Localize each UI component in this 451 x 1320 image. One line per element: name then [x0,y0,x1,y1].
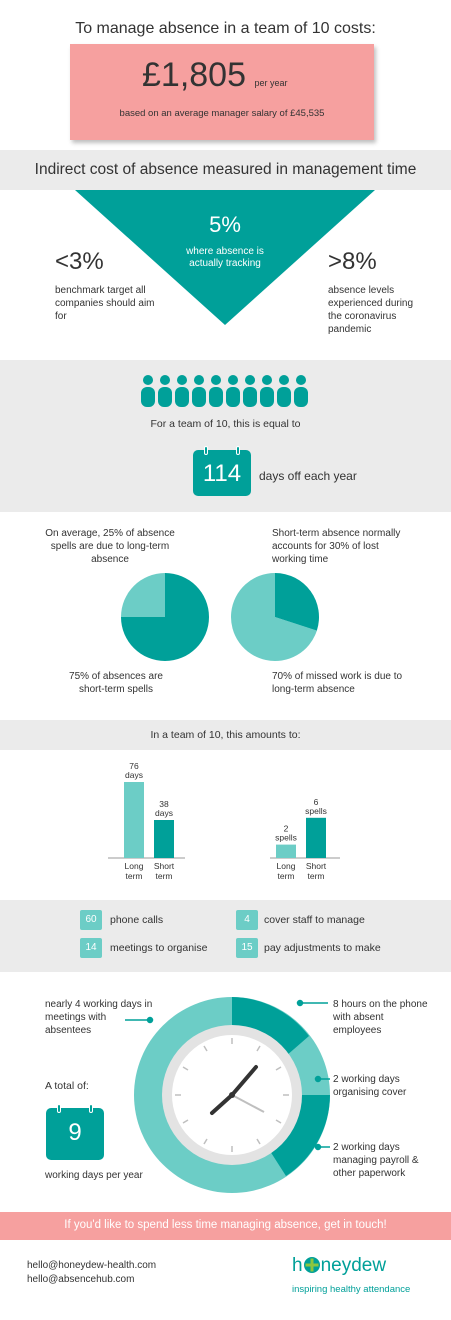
pie-left-top-text: On average, 25% of absence spells are du… [45,528,175,565]
task-text: pay adjustments to make [264,942,381,954]
clock-total-label: A total of: [45,1080,89,1092]
team-days-value: 114 [202,460,242,487]
indirect-title-band: Indirect cost of absence measured in man… [0,150,451,190]
chart-tick-label: term [156,871,173,881]
clock-graphic [125,997,330,1193]
pie-right-dark-slice [275,573,319,631]
task-number: 15 [236,938,258,958]
chart-data-label: spells [275,833,297,843]
task-text: meetings to organise [110,942,208,954]
task-number: 4 [236,910,258,930]
clock-right-note-1: 8 hours on the phone with absent employe… [333,999,428,1036]
person-icon [294,375,308,407]
chart-tick-label: Short [154,861,175,871]
chart-data-label: days [155,808,173,818]
indirect-left-value: <3% [55,248,104,275]
person-icon [141,375,155,407]
pie-left [121,573,209,661]
chart-bar [124,782,144,858]
chart-bar [306,817,326,858]
task-text: cover staff to manage [264,914,365,926]
clock-total-value: 9 [68,1119,82,1146]
chart-tick-label: term [308,871,325,881]
calendar-icon: 114 [193,446,251,496]
clock-right-note-3: 2 working days managing payroll & other … [333,1142,419,1179]
chart-tick-label: Long [125,861,144,871]
person-icon [158,375,172,407]
honeydew-logo: h neydew [292,1255,386,1279]
person-icon [209,375,223,407]
header-title: To manage absence in a team of 10 costs: [75,20,376,37]
indirect-right-value: >8% [328,248,377,275]
footer-email-1[interactable]: hello@honeydew-health.com [27,1260,157,1271]
chart-tick-label: Short [306,861,327,871]
chart-data-label: 6 [314,797,319,807]
clock-total-text: working days per year [45,1170,143,1181]
task-number: 14 [80,938,102,958]
chart-tick-label: Long [277,861,296,871]
chart-data-label: 2 [284,824,289,834]
person-icon [277,375,291,407]
amounts-title-band: In a team of 10, this amounts to: [0,720,451,750]
chart-data-label: spells [305,806,327,816]
person-icon [243,375,257,407]
chart-data-label: 38 [159,799,169,809]
cost-basis: based on an average manager salary of £4… [119,108,325,119]
team-days-text: days off each year [259,469,357,483]
cta-text[interactable]: If you'd like to spend less time managin… [64,1219,387,1231]
indirect-triangle [75,190,375,325]
chart-tick-label: term [126,871,143,881]
team-people-icons [141,375,308,407]
indirect-left-text: benchmark target all companies should ai… [55,285,155,322]
pie-right-light-slice [231,573,317,661]
person-icon [192,375,206,407]
pie-left-light-slice [121,573,165,617]
cost-amount: £1,805 [142,56,246,94]
footer-email-2[interactable]: hello@absencehub.com [27,1274,135,1285]
pie-left-bottom-text: 75% of absences are short-term spells [69,671,163,695]
chart-bar [276,844,296,858]
task-number: 60 [80,910,102,930]
indirect-center-text: where absence is actually tracking [186,246,264,269]
logo-text-start: h [292,1255,303,1276]
person-icon [175,375,189,407]
cost-box: £1,805 per year based on an average mana… [70,44,374,140]
pie-right-top-text: Short-term absence normally accounts for… [272,528,401,565]
amounts-title: In a team of 10, this amounts to: [150,729,301,741]
logo-cross-icon [303,1257,320,1273]
chart-data-label: days [125,770,143,780]
tasks-band [0,900,451,972]
chart-bar [154,820,174,858]
task-text: phone calls [110,914,164,926]
cta-band[interactable]: If you'd like to spend less time managin… [0,1212,451,1240]
logo-tagline: inspiring healthy attendance [292,1284,411,1295]
clock-right-note-2: 2 working days organising cover [333,1074,407,1098]
logo-text-end: neydew [320,1255,387,1276]
chart-tick-label: term [278,871,295,881]
pie-left-dark-slice [121,573,209,661]
clock-left-note: nearly 4 working days in meetings with a… [45,999,153,1036]
chart-data-label: 76 [129,761,139,771]
pie-right-bottom-text: 70% of missed work is due to long-term a… [272,671,403,695]
cost-per-year: per year [254,78,288,88]
indirect-right-text: absence levels experienced during the co… [328,285,414,335]
indirect-center-value: 5% [209,212,241,237]
calendar-icon: 9 [46,1104,104,1160]
person-icon [226,375,240,407]
person-icon [260,375,274,407]
team-equal-text: For a team of 10, this is equal to [150,418,301,430]
indirect-title: Indirect cost of absence measured in man… [34,161,417,178]
pie-right [231,573,319,661]
amounts-bar-charts: 76daysLongterm38daysShortterm2spellsLong… [108,761,340,881]
